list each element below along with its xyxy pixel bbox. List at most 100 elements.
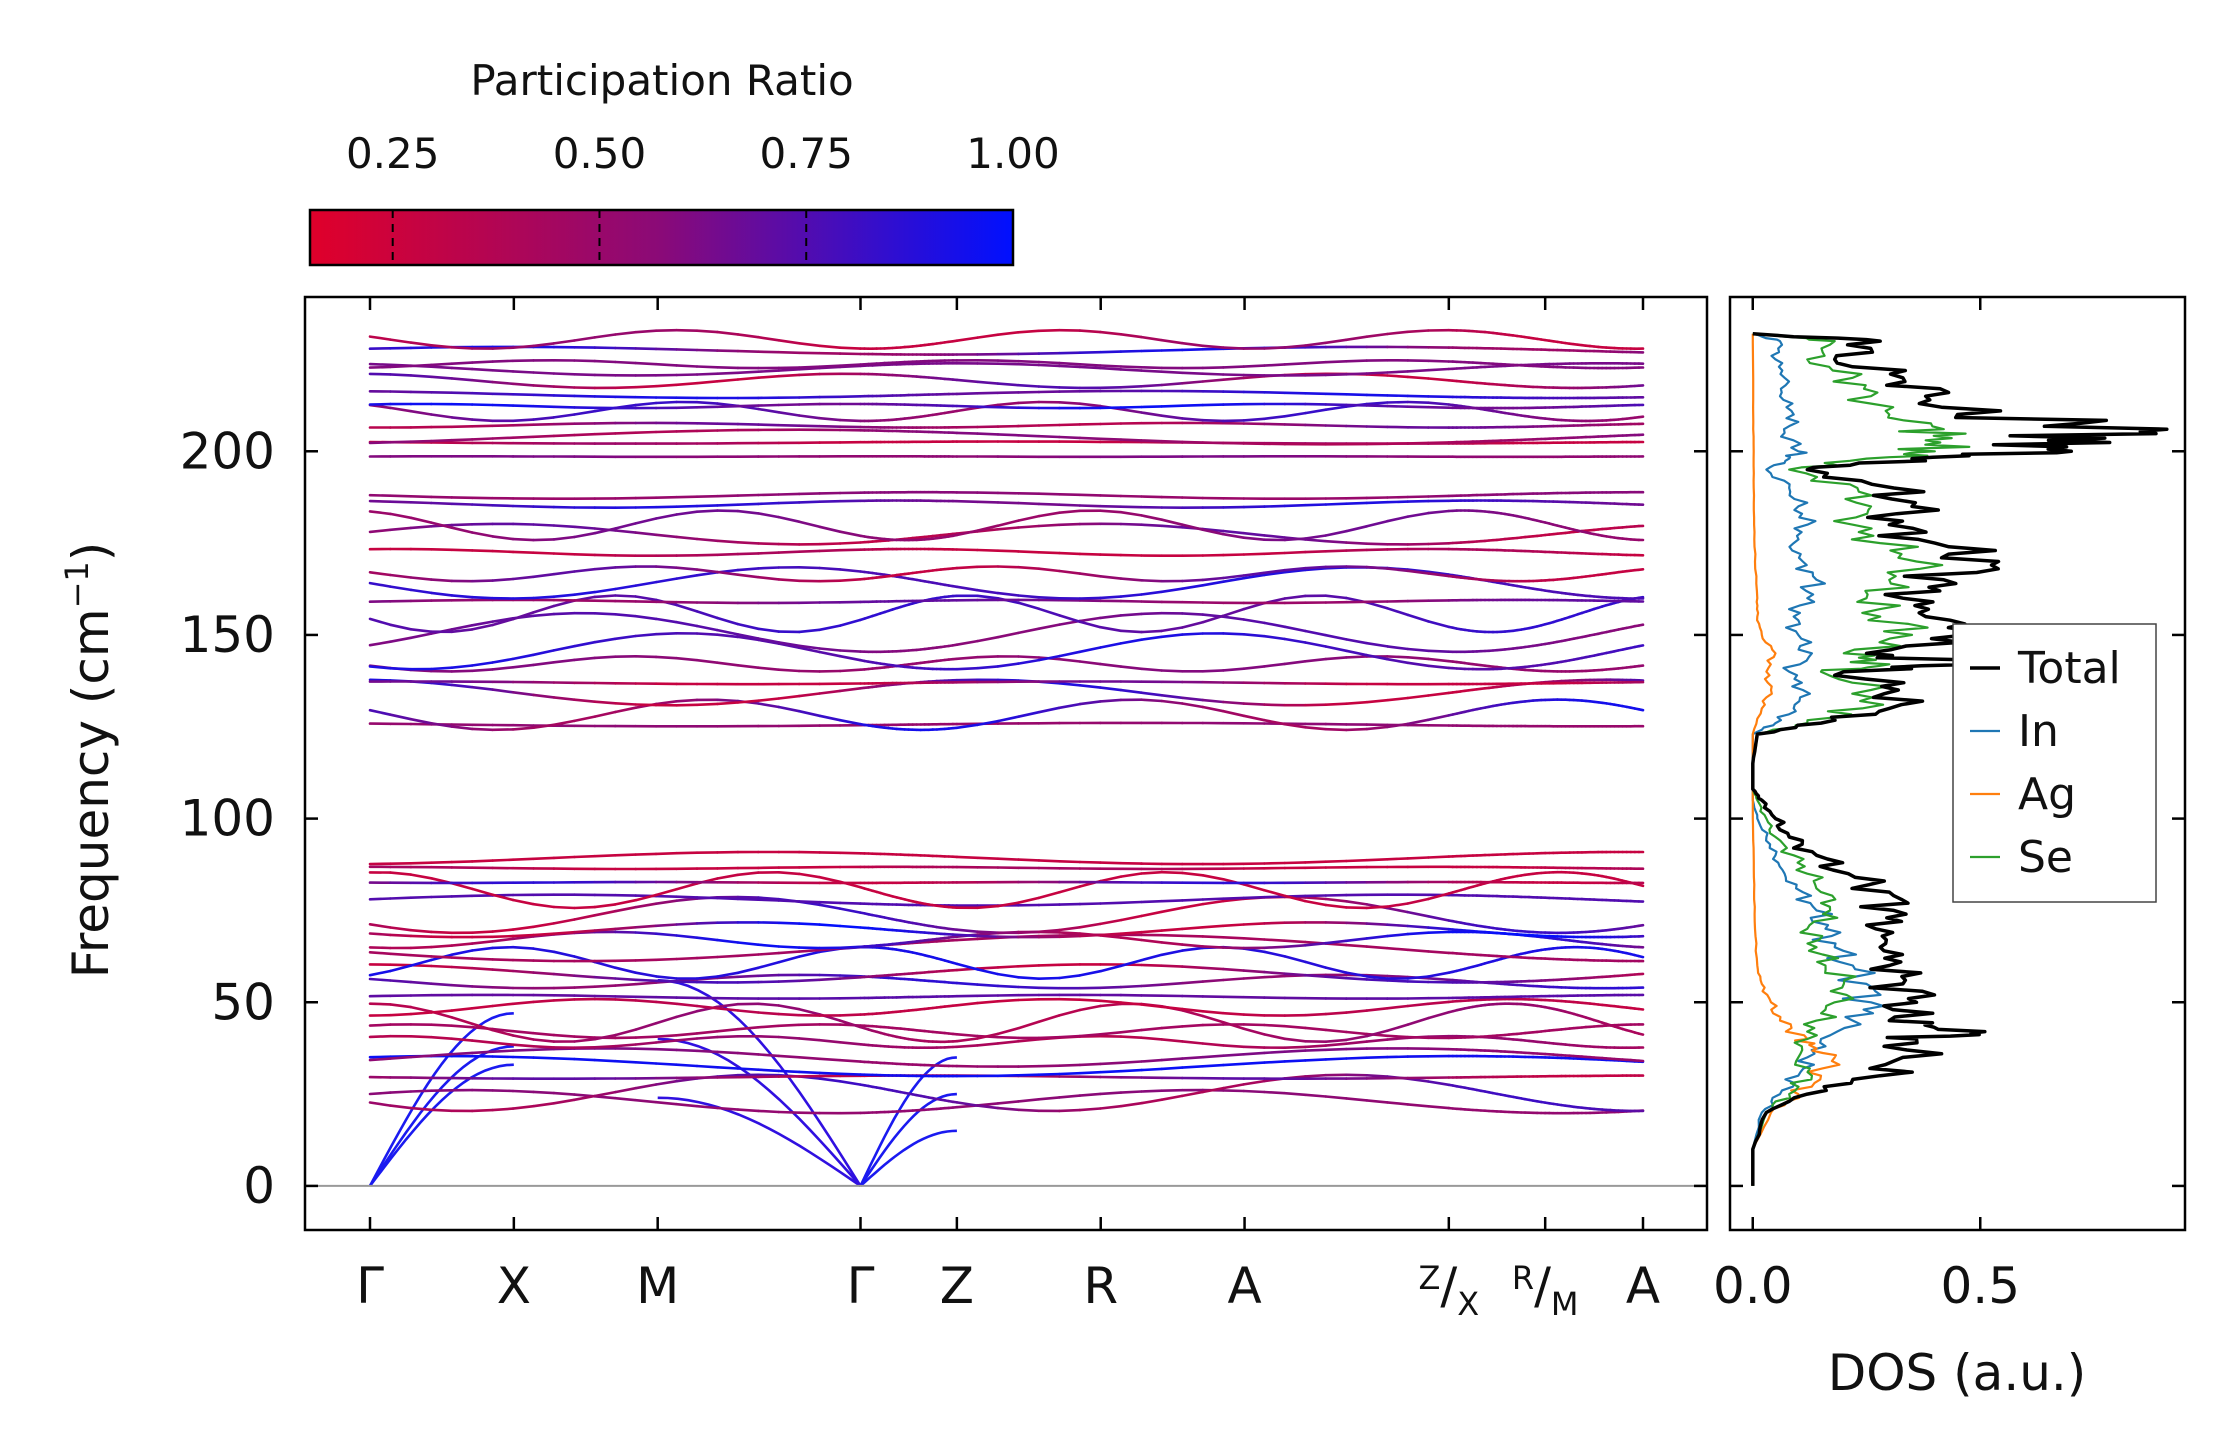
- band-segment: [695, 658, 719, 665]
- band-segment: [1160, 1057, 1184, 1062]
- band-segment: [695, 1064, 719, 1069]
- band-segment: [675, 895, 699, 899]
- band-segment: [1058, 522, 1082, 527]
- band-segment: [736, 897, 760, 902]
- band-segment: [976, 983, 1000, 988]
- band-segment: [1037, 1064, 1061, 1068]
- band-segment: [695, 624, 719, 632]
- band-segment: [511, 1089, 535, 1094]
- band-segment: [736, 953, 760, 958]
- band-segment: [1160, 1094, 1184, 1101]
- band-segment: [552, 552, 576, 556]
- band-segment: [1017, 1108, 1041, 1113]
- band-segment: [409, 1054, 433, 1059]
- band-segment: [1386, 500, 1410, 504]
- band-segment: [532, 693, 556, 699]
- band-segment: [797, 549, 821, 554]
- band-segment: [838, 945, 862, 950]
- band-segment: [1201, 705, 1225, 713]
- band-segment: [613, 1059, 638, 1064]
- band-segment: [955, 1044, 979, 1049]
- band-segment: [716, 698, 740, 703]
- band-segment: [1263, 1060, 1287, 1064]
- band-segment: [368, 1023, 392, 1027]
- band-segment: [552, 535, 576, 541]
- band-segment: [634, 430, 658, 435]
- band-segment: [1386, 1004, 1410, 1010]
- band-segment: [1365, 519, 1389, 528]
- band-segment: [634, 852, 658, 856]
- band-segment: [654, 533, 678, 539]
- band-segment: [450, 502, 474, 506]
- band-segment: [1222, 532, 1246, 540]
- band-segment: [777, 1110, 801, 1114]
- band-segment: [1345, 899, 1369, 906]
- band-segment: [552, 593, 576, 599]
- band-segment: [511, 435, 535, 440]
- band-segment: [756, 973, 781, 978]
- band-segment: [409, 958, 433, 967]
- band-segment: [1140, 910, 1164, 918]
- band-segment: [1263, 534, 1287, 539]
- band-segment: [955, 933, 979, 938]
- band-segment: [1058, 681, 1082, 687]
- band-segment: [777, 955, 801, 964]
- band-segment: [1222, 700, 1246, 705]
- band-segment: [1406, 897, 1430, 905]
- band-segment: [1222, 667, 1246, 672]
- band-segment: [491, 549, 515, 554]
- band-segment: [996, 857, 1020, 861]
- band-segment: [1283, 503, 1307, 508]
- band-segment: [552, 696, 576, 702]
- band-segment: [450, 942, 474, 947]
- band-segment: [532, 1031, 556, 1037]
- band-segment: [409, 945, 433, 950]
- band-segment: [634, 595, 658, 602]
- band-segment: [552, 950, 576, 958]
- band-segment: [1304, 1048, 1328, 1052]
- band-segment: [695, 702, 719, 707]
- band-segment: [1345, 1040, 1369, 1045]
- band-segment: [409, 627, 433, 634]
- band-segment: [552, 972, 576, 978]
- band-segment: [1160, 1005, 1184, 1011]
- band-segment: [552, 998, 576, 1002]
- band-segment: [838, 974, 862, 978]
- band-segment: [1099, 1104, 1123, 1110]
- band-segment: [409, 1035, 433, 1039]
- band-segment: [573, 974, 597, 979]
- band-segment: [1263, 718, 1287, 726]
- band-segment: [695, 568, 719, 574]
- band-segment: [1119, 1101, 1143, 1108]
- band-segment: [777, 1023, 801, 1028]
- band-segment: [716, 938, 740, 944]
- band-segment: [838, 975, 862, 980]
- band-segment: [716, 1066, 740, 1070]
- band-segment: [675, 956, 699, 961]
- band-segment: [654, 979, 678, 983]
- band-segment: [716, 539, 740, 544]
- band-segment: [716, 975, 740, 980]
- band-segment: [996, 901, 1020, 908]
- band-segment: [491, 503, 515, 508]
- band-segment: [409, 439, 433, 444]
- band-segment: [976, 999, 1000, 1005]
- band-segment: [1078, 1092, 1102, 1097]
- band-segment: [675, 495, 699, 499]
- band-segment: [1637, 923, 1645, 928]
- band-segment: [1324, 1095, 1348, 1100]
- band-segment: [1058, 1034, 1082, 1039]
- band-segment: [1345, 541, 1369, 546]
- band-segment: [1637, 883, 1645, 888]
- band-segment: [634, 1083, 658, 1090]
- band-segment: [716, 1006, 740, 1012]
- band-segment: [1140, 495, 1164, 499]
- band-segment: [491, 436, 515, 440]
- band-segment: [1365, 905, 1389, 910]
- band-segment: [1119, 930, 1143, 936]
- band-segment: [996, 519, 1020, 528]
- band-segment: [532, 922, 556, 929]
- band-segment: [1242, 536, 1266, 542]
- band-segment: [1324, 529, 1348, 537]
- band-segment: [1078, 860, 1102, 864]
